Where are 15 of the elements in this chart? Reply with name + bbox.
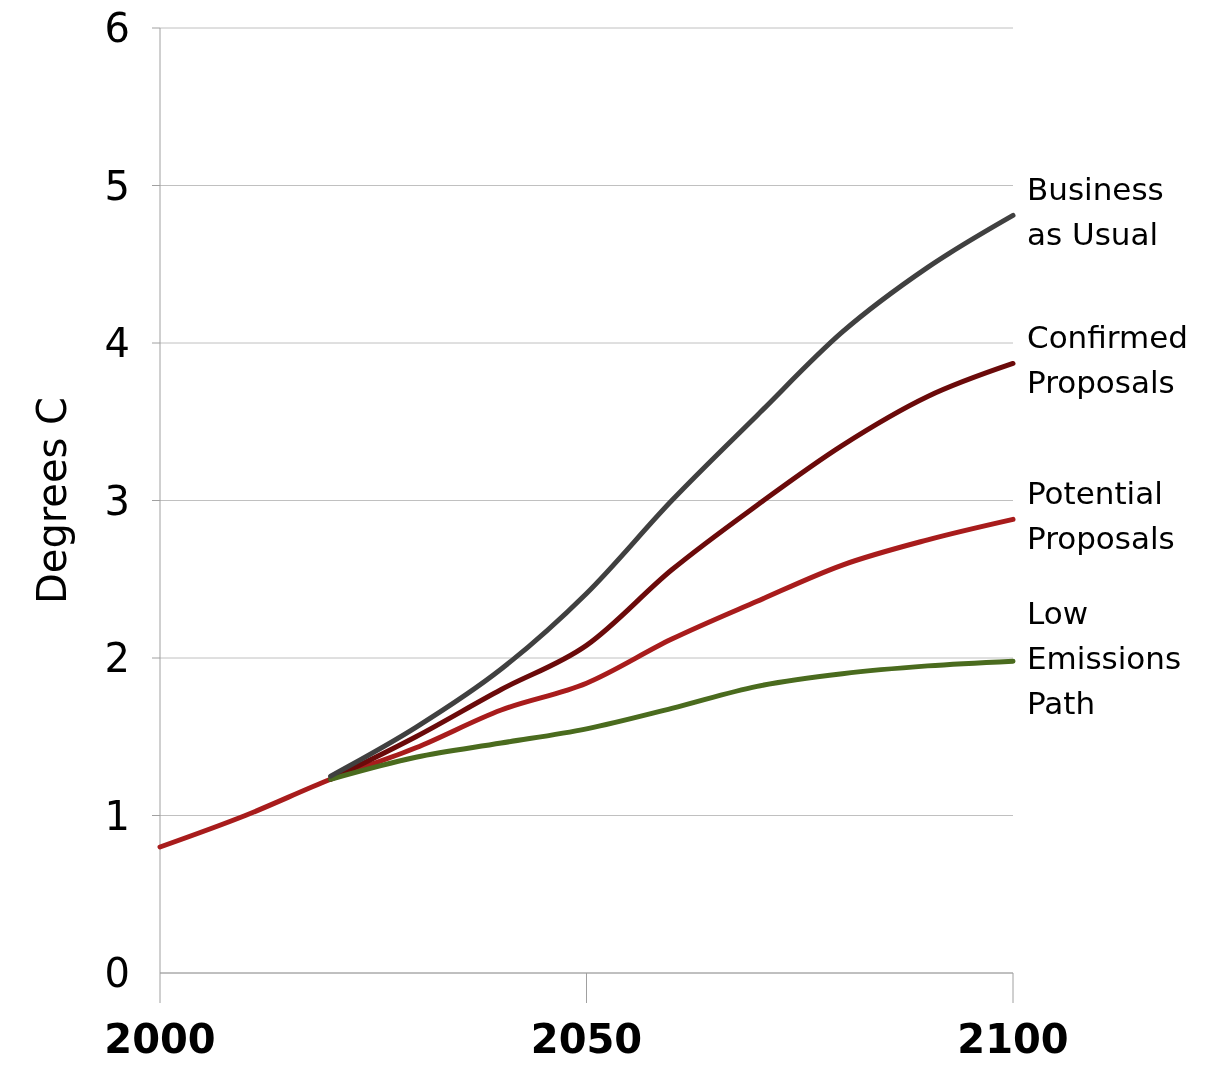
y-tick-label: 5 bbox=[104, 162, 130, 209]
y-tick-label: 2 bbox=[104, 635, 130, 681]
y-tick-label: 0 bbox=[104, 950, 130, 996]
y-tick-label: 4 bbox=[104, 320, 130, 366]
series-label: Low Emissions Path bbox=[1027, 594, 1182, 721]
y-tick-label: 1 bbox=[104, 792, 130, 839]
y-tick-label: 6 bbox=[104, 5, 130, 51]
series-label: Confirmed Proposals bbox=[1027, 319, 1188, 401]
y-tick-label: 3 bbox=[104, 477, 130, 524]
x-tick-label: 2100 bbox=[957, 1016, 1069, 1062]
series-label: Potential Proposals bbox=[1027, 475, 1175, 557]
series-label: Business as Usual bbox=[1027, 171, 1164, 253]
y-axis-title: Degrees C bbox=[29, 396, 75, 605]
x-tick-label: 2050 bbox=[530, 1016, 643, 1062]
x-tick-label: 2000 bbox=[104, 1016, 216, 1062]
